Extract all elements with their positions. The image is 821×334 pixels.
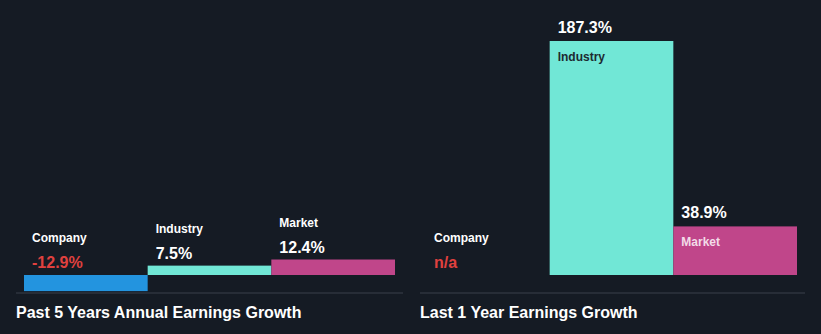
panel: Company -12.9% Industry 7.5% Market 12.4% Past… xyxy=(16,216,403,321)
chart-canvas: Company -12.9% Industry 7.5% Market 12.4% Past… xyxy=(0,0,821,334)
labels: Company -12.9% Industry 7.5% Market 12.4% xyxy=(32,216,325,271)
data-label: -12.9% xyxy=(32,254,83,271)
bar xyxy=(673,226,797,275)
panel: Company n/a Industry 187.3% Market 38.9% Last … xyxy=(420,19,805,321)
chart-title: Past 5 Years Annual Earnings Growth xyxy=(16,304,301,321)
category-label: Market xyxy=(681,235,720,249)
data-label: 7.5% xyxy=(156,245,192,262)
bar xyxy=(24,275,148,291)
bar xyxy=(148,266,272,275)
data-label: n/a xyxy=(434,254,457,271)
category-label: Industry xyxy=(558,50,606,64)
category-label: Company xyxy=(434,231,489,245)
data-label: 38.9% xyxy=(681,204,726,221)
category-label: Company xyxy=(32,231,87,245)
data-label: 187.3% xyxy=(558,19,612,36)
bars xyxy=(550,41,797,275)
bar xyxy=(550,41,674,275)
labels: Company n/a Industry 187.3% Market 38.9% xyxy=(434,19,727,271)
data-label: 12.4% xyxy=(279,239,324,256)
bar xyxy=(271,260,395,275)
separator xyxy=(16,293,403,294)
category-label: Industry xyxy=(156,222,204,236)
separator xyxy=(420,293,805,294)
category-label: Market xyxy=(279,216,318,230)
chart-title: Last 1 Year Earnings Growth xyxy=(420,304,638,321)
